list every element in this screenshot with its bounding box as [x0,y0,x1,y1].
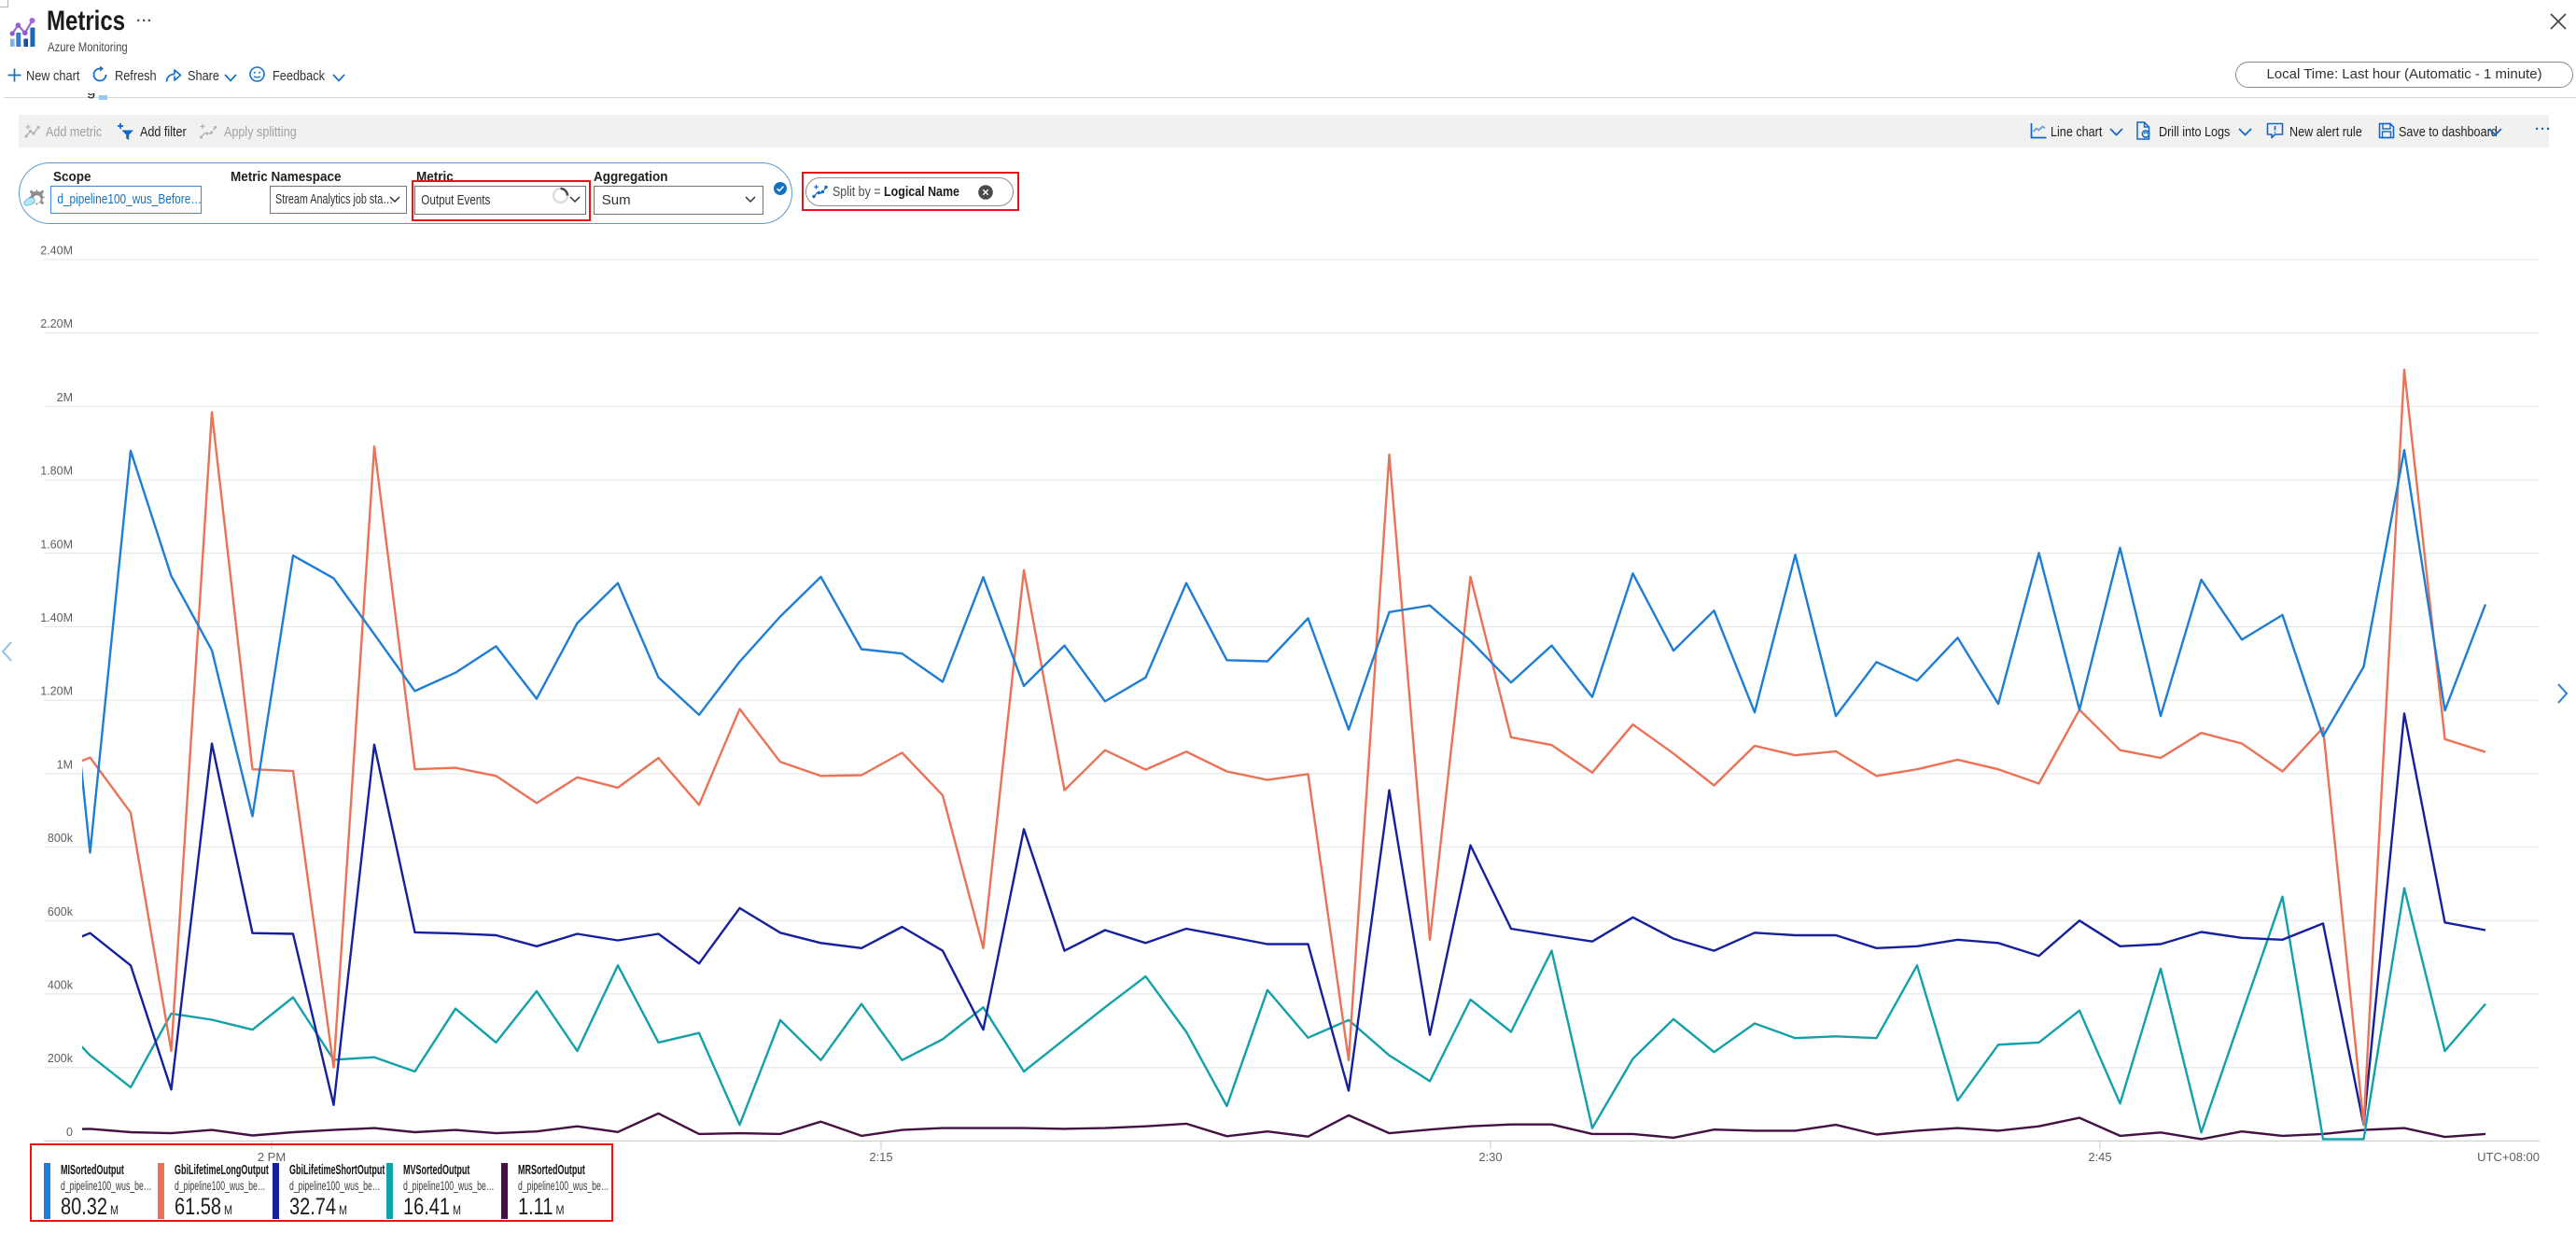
svg-text:200k: 200k [48,1052,74,1065]
svg-text:UTC+08:00: UTC+08:00 [2477,1150,2540,1164]
svg-text:2.20M: 2.20M [40,317,73,330]
svg-text:0: 0 [66,1126,73,1139]
svg-text:800k: 800k [48,832,74,845]
svg-text:2M: 2M [57,391,73,404]
svg-text:1.40M: 1.40M [40,611,73,624]
svg-text:2:45: 2:45 [2088,1150,2111,1164]
svg-text:600k: 600k [48,905,74,918]
svg-text:400k: 400k [48,979,74,992]
svg-text:2.40M: 2.40M [40,245,73,258]
svg-text:1.80M: 1.80M [40,465,73,478]
svg-text:2:30: 2:30 [1478,1150,1502,1164]
svg-text:1.60M: 1.60M [40,538,73,551]
svg-text:2 PM: 2 PM [258,1150,286,1164]
svg-text:1.20M: 1.20M [40,685,73,698]
svg-text:2:15: 2:15 [869,1150,892,1164]
svg-text:1M: 1M [57,758,73,771]
